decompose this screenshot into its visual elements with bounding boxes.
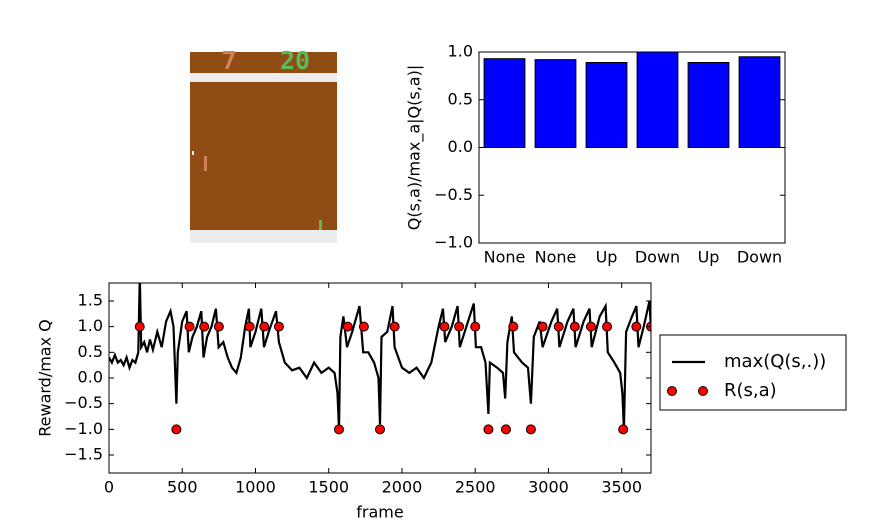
reward-point xyxy=(553,321,564,332)
reward-point xyxy=(569,321,580,332)
y-tick-label: 1.0 xyxy=(448,42,473,61)
reward-point xyxy=(525,424,536,435)
bar xyxy=(534,59,577,148)
legend-marker xyxy=(667,386,677,396)
bar xyxy=(687,62,730,149)
x-tick-label: 2500 xyxy=(455,478,496,497)
x-tick-label: None xyxy=(535,248,577,267)
x-tick-label: 1500 xyxy=(308,478,349,497)
y-tick-label: 0.0 xyxy=(448,137,473,156)
left-paddle xyxy=(204,156,207,171)
y-tick-label: −1.5 xyxy=(64,445,103,464)
legend-marker xyxy=(698,386,708,396)
reward-point xyxy=(213,321,224,332)
x-tick-label: 1000 xyxy=(235,478,276,497)
y-tick-label: −0.5 xyxy=(434,185,473,204)
x-tick-label: 3500 xyxy=(601,478,642,497)
score-band xyxy=(190,52,337,73)
reward-point xyxy=(537,321,548,332)
y-tick-label: −0.5 xyxy=(64,393,103,412)
x-tick-label: Up xyxy=(698,248,720,267)
reward-point xyxy=(333,424,344,435)
y-axis-label: Q(s,a)/max_a|Q(s,a)| xyxy=(405,65,425,230)
x-tick-label: 0 xyxy=(104,478,114,497)
x-tick-label: 2000 xyxy=(382,478,423,497)
x-tick-label: 500 xyxy=(167,478,198,497)
x-tick-label: 3000 xyxy=(528,478,569,497)
reward-point xyxy=(134,321,145,332)
reward-point xyxy=(500,424,511,435)
reward-point xyxy=(389,321,400,332)
y-axis-label: Reward/max Q xyxy=(36,319,55,437)
y-tick-label: −1.0 xyxy=(434,233,473,252)
reward-point xyxy=(342,321,353,332)
reward-point xyxy=(483,424,494,435)
top-wall xyxy=(190,73,337,82)
reward-point xyxy=(375,424,385,435)
reward-point xyxy=(454,321,465,332)
y-tick-label: 1.5 xyxy=(78,290,103,309)
y-tick-label: 0.5 xyxy=(78,342,103,361)
reward-point xyxy=(184,321,195,332)
bar xyxy=(738,56,781,148)
bar xyxy=(636,51,679,148)
x-tick-label: Down xyxy=(737,248,782,267)
bottom-wall xyxy=(190,230,337,243)
reward-point xyxy=(470,321,481,332)
bar xyxy=(483,58,526,149)
axes-frame xyxy=(478,51,786,244)
reward-point xyxy=(259,321,270,332)
legend-box xyxy=(659,334,847,411)
reward-point xyxy=(171,424,182,435)
reward-point xyxy=(602,321,613,332)
y-tick-label: 0.5 xyxy=(448,89,473,108)
legend-label: max(Q(s,.)) xyxy=(724,351,826,372)
axes-frame xyxy=(108,282,652,474)
reward-point xyxy=(199,321,210,332)
x-tick-label: Down xyxy=(635,248,680,267)
left-score: 7 xyxy=(221,46,236,75)
reward-point xyxy=(508,321,519,332)
y-tick-label: 1.0 xyxy=(78,316,103,335)
bar xyxy=(585,62,628,149)
q-line xyxy=(109,283,651,430)
reward-point xyxy=(358,321,369,332)
plot-area xyxy=(109,283,651,435)
legend-label: R(s,a) xyxy=(724,380,777,401)
reward-point xyxy=(439,321,450,332)
x-tick-label: None xyxy=(484,248,526,267)
reward-point xyxy=(273,321,284,332)
right-score: 20 xyxy=(280,46,310,75)
reward-point xyxy=(244,321,255,332)
x-axis-label: frame xyxy=(356,503,403,522)
y-tick-label: 0.0 xyxy=(78,368,103,387)
x-tick-label: Up xyxy=(596,248,618,267)
ball xyxy=(192,151,194,155)
reward-point xyxy=(618,424,629,435)
right-paddle xyxy=(319,220,322,230)
game-frame: 7 20 xyxy=(190,46,337,243)
playfield xyxy=(190,82,337,230)
reward-point xyxy=(631,321,642,332)
reward-point xyxy=(585,321,596,332)
y-tick-label: −1.0 xyxy=(64,419,103,438)
